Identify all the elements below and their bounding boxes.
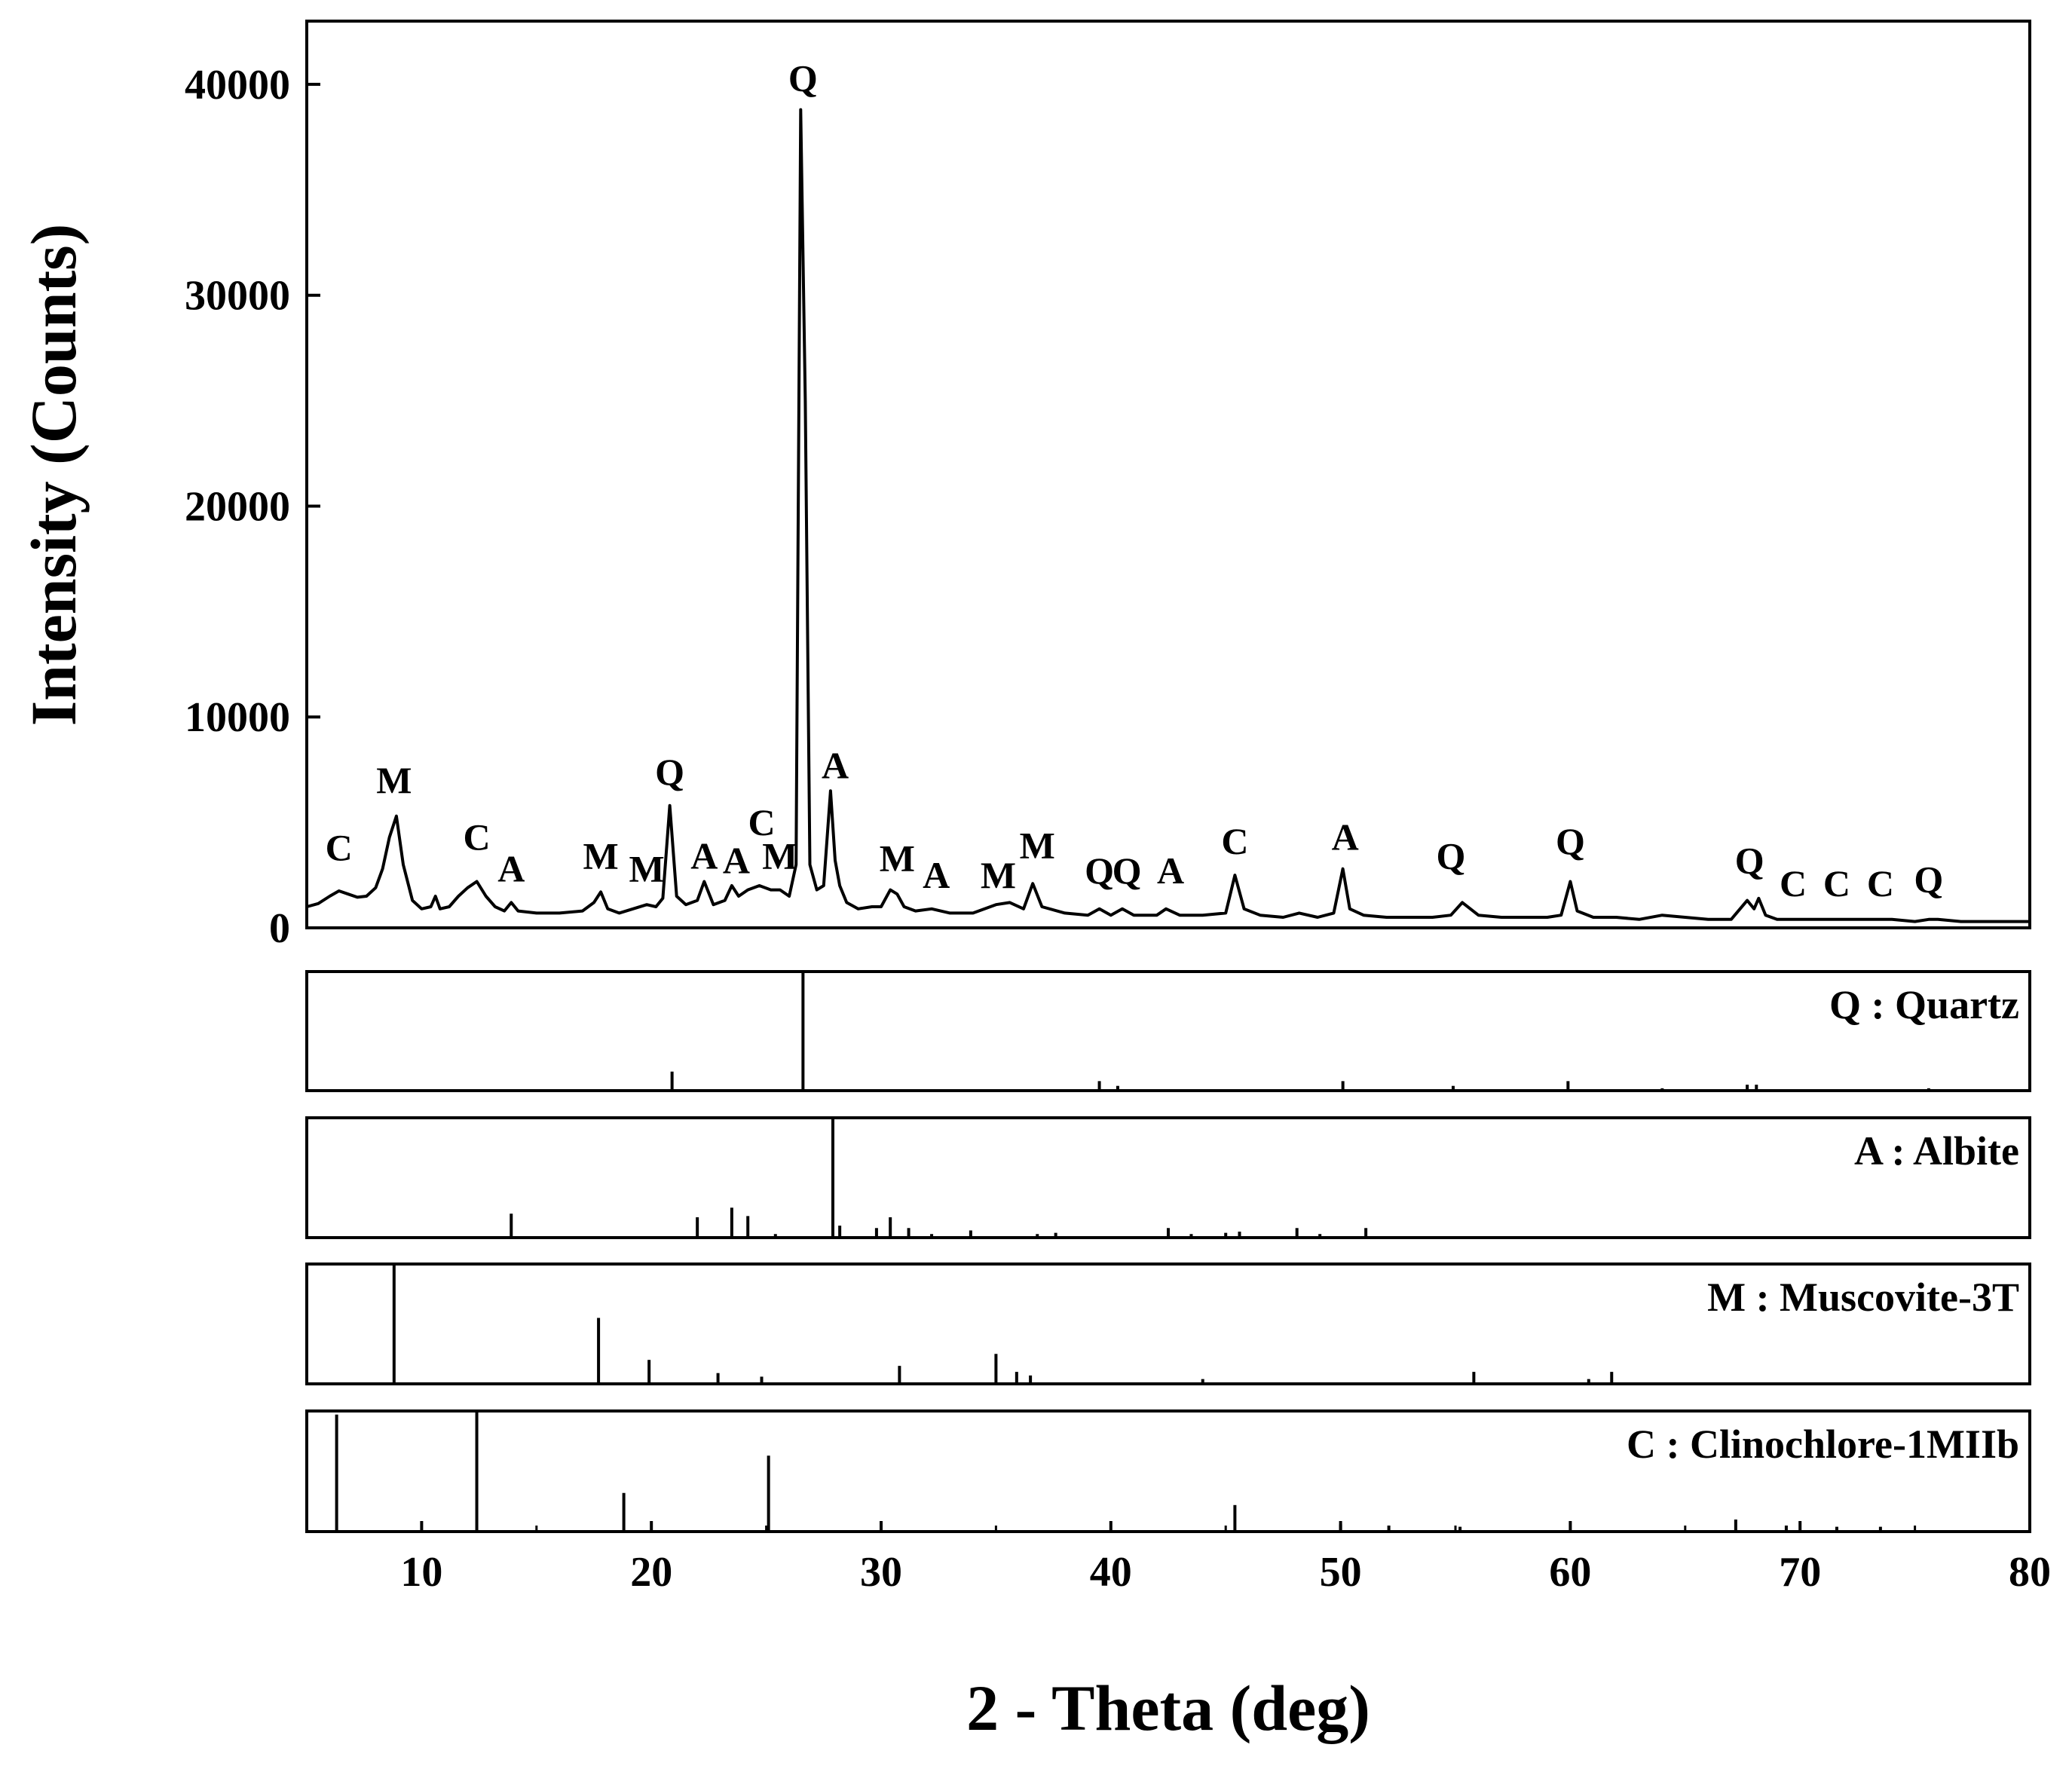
x-tick-label: 70 <box>1779 1549 1821 1596</box>
peak-label-14: A <box>923 854 950 896</box>
x-tick-label: 10 <box>400 1549 442 1596</box>
peak-label-2: C <box>463 816 490 858</box>
reference-panel-2: M : Muscovite-3T <box>305 1263 2031 1385</box>
reference-panel-frame <box>305 970 2031 1092</box>
peak-label-1: M <box>376 759 412 801</box>
peak-label-24: Q <box>1735 839 1764 881</box>
peak-label-10: M <box>762 835 797 877</box>
peak-label-23: Q <box>1556 820 1585 862</box>
phase-label: A : Albite <box>1854 1128 2019 1174</box>
phase-label: Q : Quartz <box>1829 982 2019 1027</box>
reference-panel-1: A : Albite <box>305 1116 2031 1239</box>
xrd-pattern-line <box>306 108 2030 923</box>
peak-label-7: A <box>690 835 718 877</box>
x-tick-label: 60 <box>1549 1549 1591 1596</box>
peak-label-13: M <box>880 837 915 879</box>
peak-label-6: Q <box>655 751 684 793</box>
reference-panel-0: Q : Quartz <box>305 970 2031 1092</box>
peak-label-12: A <box>822 744 849 786</box>
y-axis: 0 10000 20000 30000 40000 <box>185 62 320 952</box>
peak-label-4: M <box>583 835 619 877</box>
peak-label-26: C <box>1823 862 1850 904</box>
reference-panel-frame <box>305 1263 2031 1385</box>
peak-label-21: A <box>1332 816 1359 858</box>
x-tick-label: 20 <box>630 1549 672 1596</box>
peak-label-20: C <box>1221 820 1248 862</box>
peak-label-9: C <box>748 801 775 843</box>
y-tick-label: 0 <box>269 905 290 952</box>
peak-label-19: A <box>1157 849 1184 892</box>
y-tick-label: 40000 <box>185 62 290 109</box>
x-axis-title: 2 - Theta (deg) <box>966 1672 1370 1744</box>
peak-label-15: M <box>981 854 1016 896</box>
peak-label-8: A <box>723 839 750 881</box>
x-tick-label: 40 <box>1090 1549 1132 1596</box>
y-axis-title: Intensity (Counts) <box>17 224 90 727</box>
peak-label-11: Q <box>788 57 818 99</box>
x-axis: 10 20 30 40 50 60 70 80 <box>305 1521 2051 1596</box>
peak-label-27: C <box>1867 862 1894 904</box>
peak-label-5: M <box>629 847 665 889</box>
reference-panel-frame <box>305 1116 2031 1239</box>
x-tick-label: 50 <box>1320 1549 1362 1596</box>
reference-panel-3: C : Clinochlore-1MIIb <box>305 1409 2031 1533</box>
phase-label: C : Clinochlore-1MIIb <box>1627 1422 2019 1467</box>
y-tick-label: 10000 <box>185 694 290 741</box>
peak-label-28: Q <box>1914 858 1943 900</box>
peak-label-18: Q <box>1113 849 1142 892</box>
reference-panel-frame <box>305 1409 2031 1533</box>
peak-label-22: Q <box>1436 835 1465 877</box>
peak-label-25: C <box>1780 862 1807 904</box>
peak-label-16: M <box>1020 825 1055 867</box>
reference-panels: Q : Quartz A : Albite M : Muscovite-3T C : … <box>305 970 2031 1533</box>
x-tick-label: 30 <box>860 1549 902 1596</box>
main-plot-frame <box>305 20 2031 929</box>
peak-label-0: C <box>326 826 353 868</box>
y-tick-label: 20000 <box>185 483 290 530</box>
peak-label-17: Q <box>1085 849 1114 892</box>
peak-label-3: A <box>497 847 525 889</box>
y-tick-label: 30000 <box>185 273 290 320</box>
phase-label: M : Muscovite-3T <box>1707 1275 2019 1320</box>
x-tick-label: 80 <box>2009 1549 2051 1596</box>
